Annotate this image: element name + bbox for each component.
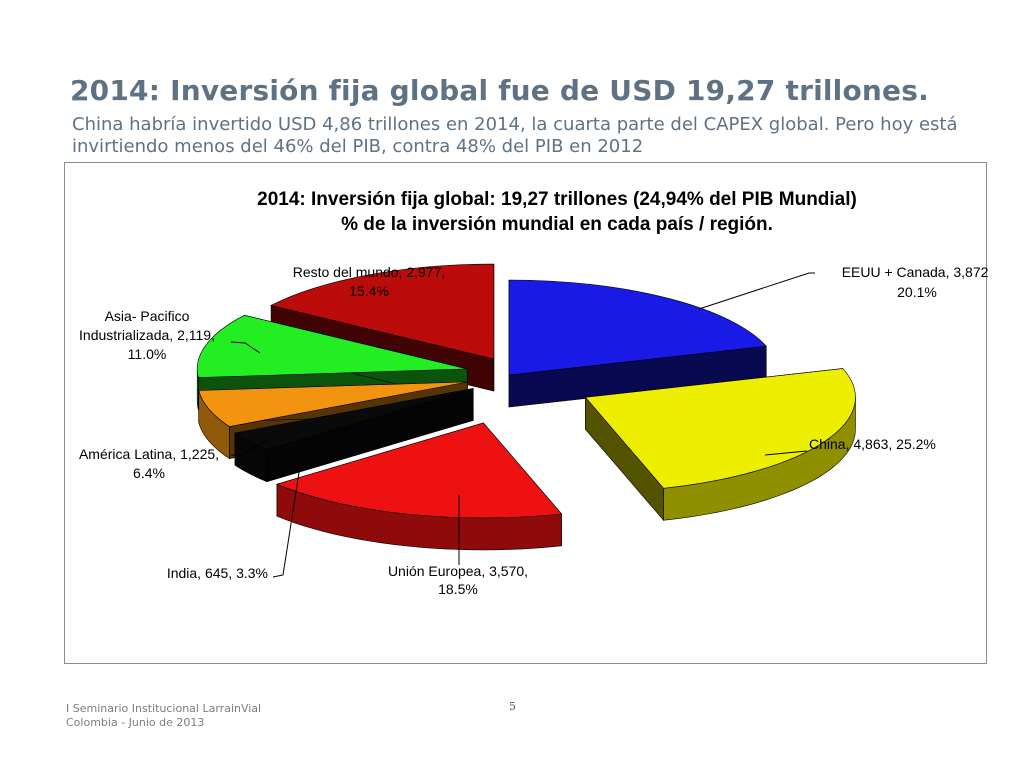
label-china-line1: China, 4,863, 25.2% (809, 436, 936, 452)
label-latam-line1: América Latina, 1,225, (79, 446, 219, 462)
chart-title-line1: 2014: Inversión fija global: 19,27 trill… (257, 189, 857, 210)
slice-top-india (234, 388, 474, 451)
label-asia-line2: Industrializada, 2,119, (79, 327, 215, 343)
page-number: 5 (509, 700, 516, 713)
label-eeuu-line1: EEUU + Canada, 3,872, (842, 264, 988, 280)
leader-line-china (764, 450, 808, 456)
leader-lines (230, 272, 815, 578)
leader-line-eeuu (698, 272, 815, 310)
label-india-line1: India, 645, 3.3% (167, 565, 268, 581)
footer-date: Colombia - Junio de 2013 (66, 716, 205, 729)
slice-top-uni-n-europea (276, 422, 563, 519)
slice-top-asia-pacifico-industrializada (196, 314, 468, 378)
leader-line-india (272, 459, 302, 578)
chart-frame: 2014: Inversión fija global: 19,27 trill… (64, 162, 988, 664)
label-ue-line1: Unión Europea, 3,570, (388, 563, 528, 579)
label-latam-line2: 6.4% (133, 465, 165, 481)
slide-title: 2014: Inversión fija global fue de USD 1… (70, 74, 929, 107)
footer-org: I Seminario Institucional LarrainVial (66, 702, 262, 715)
slice-top-resto-del-mundo (270, 263, 495, 360)
label-asia-line1: Asia- Pacifico (105, 308, 190, 324)
slice-top-eeuu-canada (508, 279, 767, 376)
label-resto-line2: 15.4% (349, 283, 389, 299)
chart-title-line2: % de la inversión mundial en cada país /… (341, 214, 773, 235)
leader-line-asia (230, 341, 261, 354)
slice-top-china (584, 368, 856, 489)
slide-subtitle: China habría invertido USD 4,86 trillone… (72, 114, 958, 157)
label-asia-line3: 11.0% (128, 346, 167, 362)
slice-india (234, 388, 474, 483)
slice-china (584, 368, 856, 522)
label-eeuu-line2: 20.1% (897, 284, 937, 300)
leader-line-latam (231, 438, 270, 456)
pie-chart: 2014: Inversión fija global: 19,27 trill… (79, 189, 988, 597)
data-labels: EEUU + Canada, 3,872, 20.1% China, 4,863… (79, 264, 988, 597)
label-ue-line2: 18.5% (438, 581, 478, 597)
slice-uni-n-europea (276, 422, 563, 551)
slice-eeuu-canada (508, 279, 767, 408)
slice-top-am-rica-latina (198, 381, 468, 427)
pie-slices (196, 263, 856, 551)
label-resto-line1: Resto del mundo, 2,977, (293, 264, 446, 280)
